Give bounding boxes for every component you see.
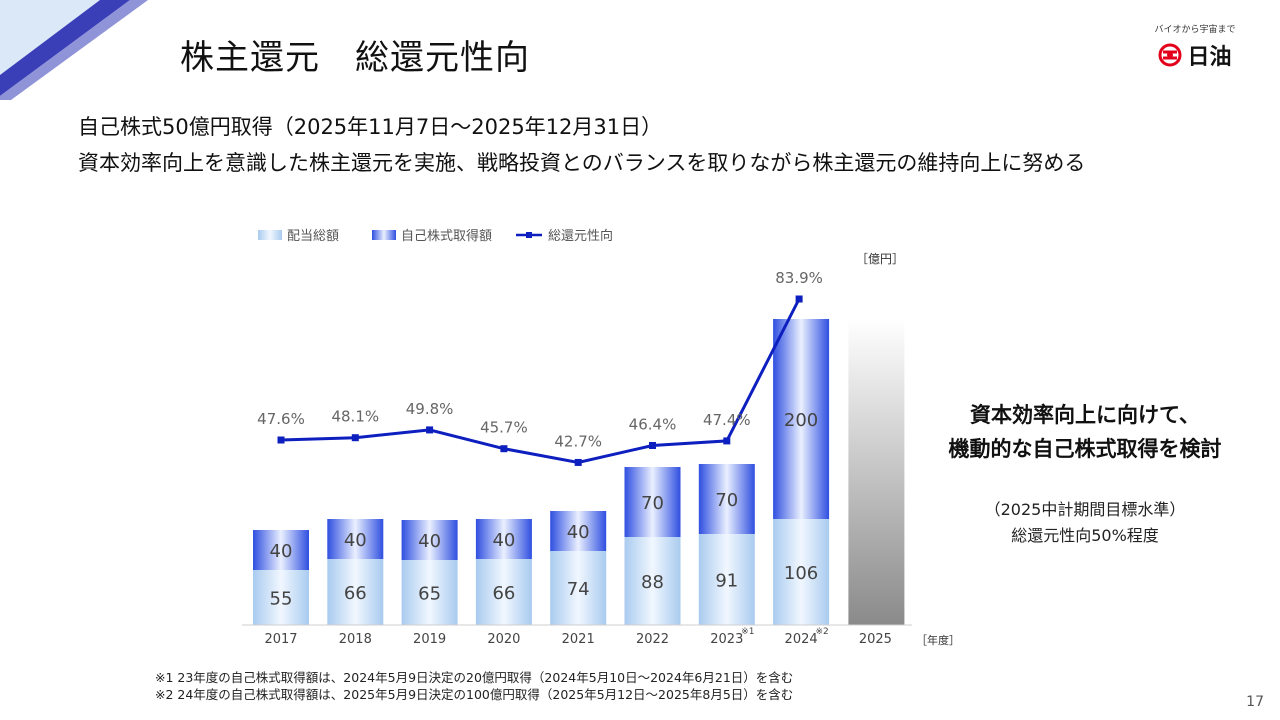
bar-buyback-2020 (475, 519, 532, 559)
bar-dividend-2022 (624, 537, 681, 625)
x-tick-note-2024: ※2 (815, 627, 828, 637)
label-ratio-2024: 83.9% (775, 269, 823, 287)
label-dividend-2017: 55 (270, 589, 293, 610)
label-ratio-2023: 47.4% (703, 411, 751, 429)
page-title: 株主還元 総還元性向 (180, 38, 530, 78)
legend-label-buyback: 自己株式取得額 (401, 228, 492, 244)
bar-dividend-2021 (550, 551, 607, 625)
bar-buyback-2022 (624, 467, 681, 537)
callout-heading-line1: 資本効率向上に向けて、 (970, 403, 1200, 427)
legend-swatch-dividend (258, 230, 282, 240)
footnote-1: ※1 23年度の自己株式取得額は、2024年5月9日決定の20億円取得（2024… (155, 670, 794, 685)
bar-dividend-2020 (475, 559, 532, 625)
callout-target: （2025中計期間目標水準） 総還元性向50%程度 (918, 497, 1252, 549)
label-buyback-2024: 200 (784, 410, 818, 431)
ratio-point-2023 (723, 437, 731, 445)
label-buyback-2022: 70 (641, 493, 664, 514)
bar-buyback-2024 (773, 319, 830, 519)
nof-emblem-icon (1158, 43, 1182, 67)
ratio-point-2020 (500, 445, 508, 453)
footnote-2: ※2 24年度の自己株式取得額は、2025年5月9日決定の100億円取得（202… (155, 687, 794, 702)
label-ratio-2018: 48.1% (331, 408, 379, 426)
bar-buyback-2021 (550, 511, 607, 551)
bar-dividend-2019 (401, 560, 458, 625)
label-buyback-2023: 70 (715, 490, 738, 511)
ratio-point-2017 (277, 436, 285, 444)
policy-statement: 資本効率向上を意識した株主還元を実施、戦略投資とのバランスを取りながら株主還元の… (78, 151, 1086, 175)
ratio-line (280, 298, 801, 464)
callout-target-line2: 総還元性向50%程度 (1011, 526, 1159, 545)
x-tick-2022: 2022 (636, 632, 669, 647)
bar-buyback-2017 (253, 530, 309, 570)
x-tick-2021: 2021 (562, 632, 595, 647)
ratio-point-2018 (351, 434, 359, 442)
label-ratio-2017: 47.6% (257, 410, 305, 428)
legend-marker-ratio (526, 232, 532, 238)
x-tick-2025: 2025 (859, 632, 892, 647)
chart-unit-label: ［億円］ (856, 252, 905, 266)
label-buyback-2018: 40 (344, 530, 367, 551)
ratio-point-2019 (426, 426, 434, 434)
bar-buyback-2023 (698, 464, 755, 534)
x-tick-2020: 2020 (487, 632, 520, 647)
callout-target-line1: （2025中計期間目標水準） (984, 500, 1186, 519)
label-buyback-2017: 40 (270, 541, 293, 562)
legend-label-ratio: 総還元性向 (548, 228, 613, 244)
ratio-point-2022 (649, 441, 656, 449)
callout-heading: 資本効率向上に向けて、 機動的な自己株式取得を検討 (918, 398, 1252, 466)
label-dividend-2022: 88 (641, 572, 664, 593)
bar-placeholder-2025 (848, 319, 905, 625)
label-ratio-2020: 45.7% (480, 419, 528, 437)
logo-tagline: バイオから宇宙まで (1154, 25, 1236, 35)
x-axis-unit-label: ［年度］ (916, 634, 960, 647)
callout-heading-line2: 機動的な自己株式取得を検討 (948, 437, 1222, 461)
corner-decoration (0, 0, 148, 100)
label-buyback-2021: 40 (567, 522, 590, 543)
x-tick-2017: 2017 (264, 632, 297, 647)
chart-legend: 配当総額 自己株式取得額 総還元性向 (258, 228, 613, 244)
logo-name: 日油 (1187, 45, 1232, 70)
bar-dividend-2018 (327, 559, 384, 625)
page-number: 17 (1246, 694, 1264, 710)
bar-dividend-2017 (253, 570, 309, 625)
label-dividend-2019: 65 (418, 584, 441, 605)
label-buyback-2020: 40 (492, 530, 515, 551)
label-ratio-2019: 49.8% (406, 400, 454, 418)
legend-swatch-buyback (372, 230, 396, 240)
x-tick-2023: 2023 (710, 632, 743, 647)
bar-dividend-2023 (698, 534, 755, 625)
label-ratio-2021: 42.7% (554, 432, 602, 450)
x-tick-2024: 2024 (785, 632, 818, 647)
label-buyback-2019: 40 (418, 531, 441, 552)
company-logo: バイオから宇宙まで 日油 (1140, 22, 1250, 71)
label-dividend-2020: 66 (492, 583, 515, 604)
bar-dividend-2024 (773, 519, 830, 625)
x-tick-2018: 2018 (339, 632, 372, 647)
buyback-announcement: 自己株式50億円取得（2025年11月7日～2025年12月31日） (78, 115, 663, 139)
x-tick-2019: 2019 (413, 632, 446, 647)
legend-label-dividend: 配当総額 (287, 229, 339, 244)
x-tick-note-2023: ※1 (741, 627, 754, 637)
ratio-point-2021 (574, 458, 582, 466)
bar-buyback-2019 (401, 520, 458, 560)
ratio-point-2024 (795, 295, 803, 303)
label-dividend-2023: 91 (715, 571, 738, 592)
label-dividend-2024: 106 (784, 563, 818, 584)
label-ratio-2022: 46.4% (629, 415, 677, 433)
label-dividend-2018: 66 (344, 583, 367, 604)
label-dividend-2021: 74 (567, 579, 590, 600)
bar-buyback-2018 (327, 519, 384, 559)
